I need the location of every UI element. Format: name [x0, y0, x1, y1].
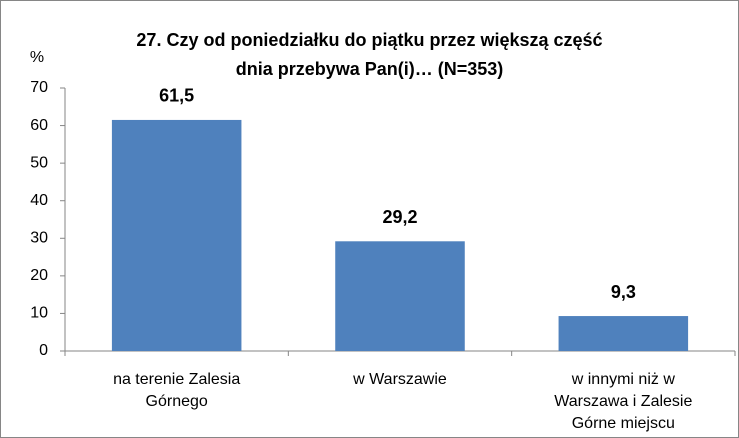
y-axis-label: % — [30, 49, 44, 66]
data-label: 61,5 — [159, 86, 194, 106]
y-tick-label: 50 — [30, 154, 48, 171]
y-tick-label: 20 — [30, 267, 48, 284]
y-tick-label: 0 — [39, 342, 48, 359]
data-label: 29,2 — [382, 207, 417, 227]
y-tick-label: 70 — [30, 79, 48, 96]
y-tick-label: 40 — [30, 192, 48, 209]
y-tick-label: 10 — [30, 305, 48, 322]
x-tick-label: w Warszawie — [353, 371, 447, 388]
x-tick-label: na terenie Zalesia Górnego — [113, 371, 241, 410]
bar — [335, 241, 465, 351]
y-tick-label: 60 — [30, 117, 48, 134]
y-tick-label: 30 — [30, 230, 48, 247]
bar — [558, 316, 689, 351]
x-tick-label: w innymi niż w Warszawa i Zalesie Górne … — [554, 371, 693, 432]
bar — [111, 119, 242, 351]
chart-title: 27. Czy od poniedziałku do piątku przez … — [136, 30, 603, 79]
data-label: 9,3 — [611, 282, 636, 302]
